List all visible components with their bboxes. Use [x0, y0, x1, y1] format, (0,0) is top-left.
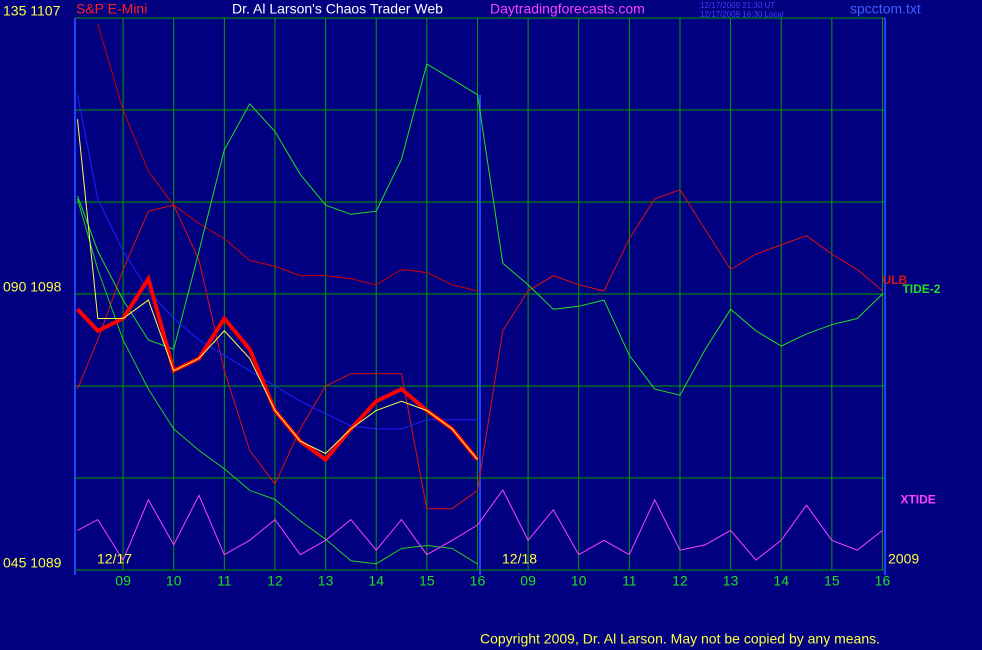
x-tick-label: 10 [571, 573, 587, 589]
x-tick-label: 14 [773, 573, 789, 589]
x-tick-label: 13 [723, 573, 739, 589]
x-tick-label: 12 [672, 573, 688, 589]
x-tick-label: 09 [115, 573, 131, 589]
y-tick-label: 090 1098 [3, 279, 62, 295]
file-name: spcctom.txt [850, 1, 921, 17]
chart-title: Dr. Al Larson's Chaos Trader Web [232, 1, 443, 17]
x-tick-label: 16 [875, 573, 891, 589]
x-tick-label: 15 [419, 573, 435, 589]
instrument: S&P E-Mini [76, 1, 147, 17]
series-line [77, 189, 883, 510]
copyright: Copyright 2009, Dr. Al Larson. May not b… [480, 631, 880, 647]
timestamp-local: 12/17/2009 16:30 Local [700, 10, 784, 19]
series-line [97, 23, 478, 292]
x-tick-label: 16 [470, 573, 486, 589]
series-line [77, 63, 883, 396]
x-tick-label: 12 [267, 573, 283, 589]
series-line [77, 488, 883, 562]
legend-label: TIDE-2 [902, 282, 940, 296]
x-tick-label: 10 [166, 573, 182, 589]
annotation: 12/17 [97, 551, 132, 567]
series-line [77, 94, 478, 430]
x-tick-label: 09 [520, 573, 536, 589]
annotation: 12/18 [502, 551, 537, 567]
x-tick-label: 11 [622, 573, 637, 589]
x-tick-label: 15 [824, 573, 840, 589]
site: Daytradingforecasts.com [490, 1, 645, 17]
timestamp-ut: 12/17/2009 21:30 UT [700, 1, 775, 10]
legend-label: ULB [882, 273, 907, 287]
y-tick-label: 045 1089 [3, 555, 62, 571]
x-tick-label: 13 [318, 573, 334, 589]
series-line [77, 198, 478, 565]
legend-label: XTIDE [900, 493, 935, 507]
series-line [77, 119, 478, 460]
x-tick-label: 11 [217, 573, 232, 589]
y-tick-label: 135 1107 [3, 3, 61, 19]
annotation: 2009 [888, 551, 919, 567]
x-tick-label: 14 [368, 573, 384, 589]
